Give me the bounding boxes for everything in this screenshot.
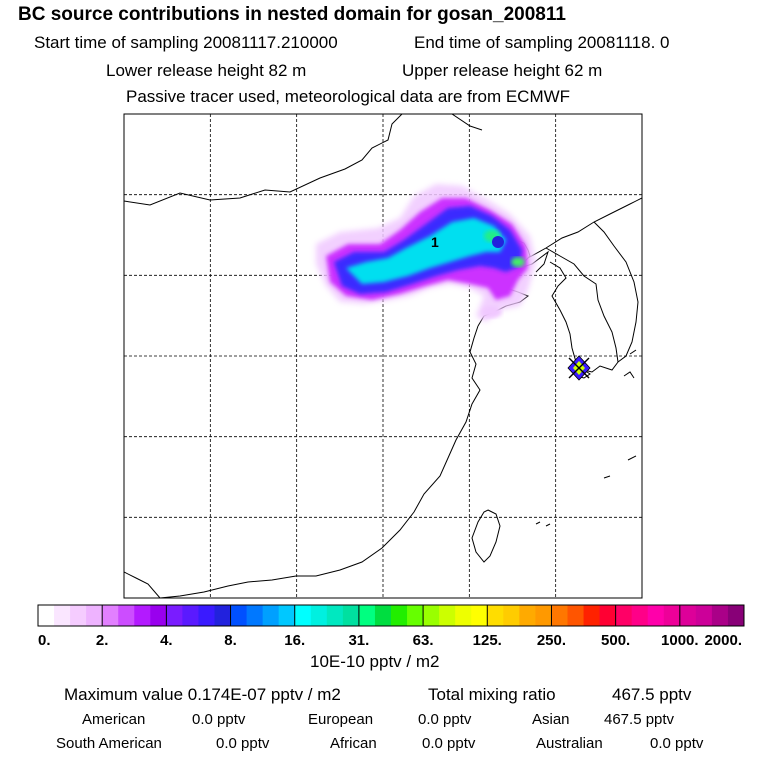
lower-release-label: Lower release height 82 m — [106, 61, 307, 80]
taiwan-coast-line — [471, 509, 501, 563]
plume-cyan-core — [346, 218, 506, 284]
northeast-border-line — [451, 114, 483, 131]
max-value-label: Maximum value 0.174E-07 pptv / m2 — [64, 685, 341, 704]
tracer-label: Passive tracer used, meteorological data… — [126, 87, 571, 106]
south-american-value: 0.0 pptv — [216, 735, 270, 752]
asian-label: Asian — [532, 711, 570, 728]
end-time-label: End time of sampling 20081118. 0 — [414, 33, 670, 52]
plume-annotation: 1 — [431, 234, 439, 250]
asian-value: 467.5 pptv — [604, 711, 675, 728]
plume-blue-dot — [492, 236, 504, 248]
european-value: 0.0 pptv — [418, 711, 472, 728]
grid-lines — [124, 114, 642, 598]
african-value: 0.0 pptv — [422, 735, 476, 752]
chart-title: BC source contributions in nested domain… — [18, 4, 566, 25]
plume-field — [316, 184, 536, 322]
australian-label: Australian — [536, 735, 603, 752]
receptor-marker — [567, 355, 591, 381]
korea-east-coast-line — [593, 221, 639, 363]
upper-release-label: Upper release height 62 m — [402, 61, 603, 80]
map-frame — [123, 113, 643, 599]
plume-pink-patch — [482, 306, 502, 318]
total-mixing-value: 467.5 pptv — [612, 685, 692, 704]
korea-coast-line — [545, 247, 619, 373]
colorbar-unit-label: 10E-10 pptv / m2 — [310, 652, 440, 671]
start-time-label: Start time of sampling 20081117.210000 — [34, 33, 338, 52]
islands-line — [535, 349, 637, 527]
south-american-label: South American — [56, 735, 162, 752]
african-label: African — [330, 735, 377, 752]
mongolia-border-line — [124, 114, 403, 206]
american-label: American — [82, 711, 146, 728]
american-value: 0.0 pptv — [192, 711, 246, 728]
european-label: European — [308, 711, 374, 728]
plume-green-spot-2 — [511, 257, 525, 267]
australian-value: 0.0 pptv — [650, 735, 704, 752]
total-mixing-label: Total mixing ratio — [428, 685, 556, 704]
east-china-coast-line — [124, 325, 481, 598]
